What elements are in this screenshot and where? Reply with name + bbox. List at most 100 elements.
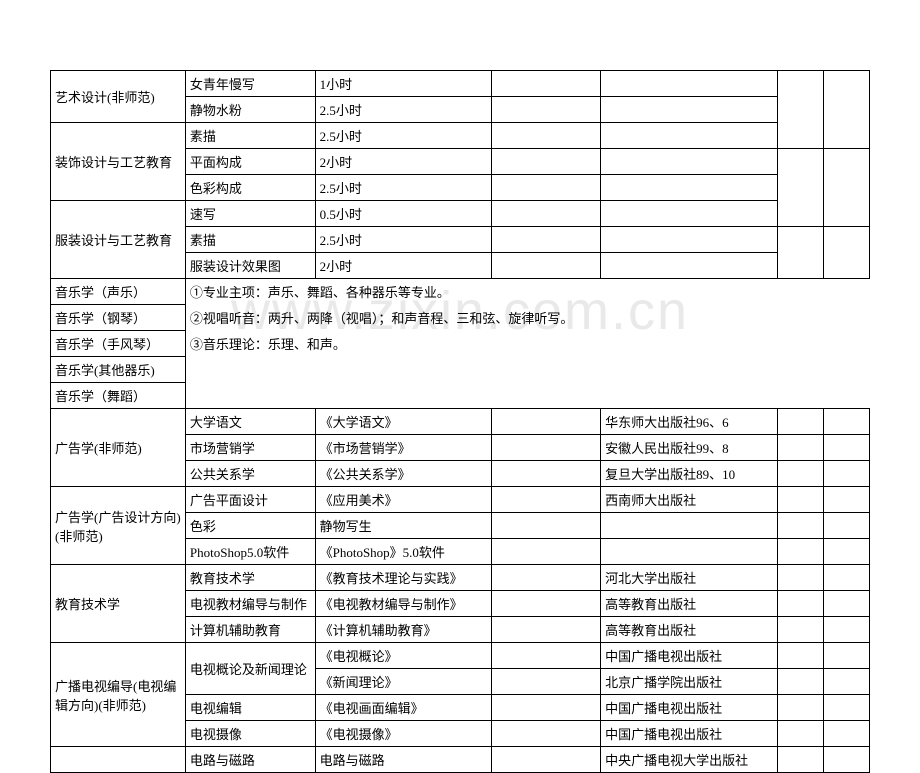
major-cell: 艺术设计(非师范) <box>51 71 186 123</box>
subject-cell: 电视摄像 <box>185 721 315 747</box>
publisher-cell: 安徽人民出版社99、8 <box>601 435 778 461</box>
tail-cell <box>823 695 869 721</box>
publisher-cell: 西南师大出版社 <box>601 487 778 513</box>
detail-cell: 0.5小时 <box>315 201 492 227</box>
publisher-cell <box>601 253 778 279</box>
publisher-cell <box>601 149 778 175</box>
tail-cell <box>777 591 823 617</box>
table-row: 艺术设计(非师范)女青年慢写1小时 <box>51 71 870 97</box>
subject-cell: PhotoShop5.0软件 <box>185 539 315 565</box>
detail-cell: 电路与磁路 <box>315 747 492 773</box>
tail-cell <box>777 721 823 747</box>
page-container: 艺术设计(非师范)女青年慢写1小时静物水粉2.5小时装饰设计与工艺教育素描2.5… <box>0 0 920 773</box>
tail-cell <box>777 435 823 461</box>
major-cell: 音乐学（钢琴） <box>51 305 186 331</box>
note-cell <box>185 357 869 383</box>
tail-cell <box>823 643 869 669</box>
subject-cell: 电视教材编导与制作 <box>185 591 315 617</box>
detail-cell: 《电视教材编导与制作》 <box>315 591 492 617</box>
major-cell: 教育技术学 <box>51 565 186 643</box>
detail-cell: 《教育技术理论与实践》 <box>315 565 492 591</box>
tail-cell <box>777 409 823 435</box>
subject-cell: 速写 <box>185 201 315 227</box>
table-row: 服装设计与工艺教育速写0.5小时 <box>51 201 870 227</box>
table-row: 音乐学(其他器乐) <box>51 357 870 383</box>
tail-cell <box>823 71 869 149</box>
major-cell: 音乐学（声乐） <box>51 279 186 305</box>
col4-cell <box>492 97 601 123</box>
detail-cell: 《电视画面编辑》 <box>315 695 492 721</box>
publisher-cell: 中国广播电视出版社 <box>601 721 778 747</box>
table-row: 音乐学（手风琴）③音乐理论：乐理、和声。 <box>51 331 870 357</box>
detail-cell: 《电视摄像》 <box>315 721 492 747</box>
subject-cell: 静物水粉 <box>185 97 315 123</box>
col4-cell <box>492 149 601 175</box>
subject-cell: 广告平面设计 <box>185 487 315 513</box>
major-cell: 广告学(非师范) <box>51 409 186 487</box>
tail-cell <box>777 149 823 227</box>
publisher-cell: 中央广播电视大学出版社 <box>601 747 778 773</box>
subject-cell: 电路与磁路 <box>185 747 315 773</box>
tail-cell <box>823 565 869 591</box>
col4-cell <box>492 591 601 617</box>
publisher-cell: 复旦大学出版社89、10 <box>601 461 778 487</box>
detail-cell: 《电视概论》 <box>315 643 492 669</box>
major-cell: 音乐学(其他器乐) <box>51 357 186 383</box>
major-cell <box>51 747 186 773</box>
detail-cell: 《市场营销学》 <box>315 435 492 461</box>
detail-cell: 静物写生 <box>315 513 492 539</box>
major-cell: 音乐学（手风琴） <box>51 331 186 357</box>
tail-cell <box>823 435 869 461</box>
publisher-cell <box>601 123 778 149</box>
note-cell: ①专业主项：声乐、舞蹈、各种器乐等专业。 <box>185 279 869 305</box>
subject-cell: 电视概论及新闻理论 <box>185 643 315 695</box>
note-cell: ②视唱听音：两升、两降（视唱）；和声音程、三和弦、旋律听写。 <box>185 305 869 331</box>
col4-cell <box>492 227 601 253</box>
col4-cell <box>492 643 601 669</box>
tail-cell <box>823 227 869 279</box>
col4-cell <box>492 747 601 773</box>
detail-cell: 《应用美术》 <box>315 487 492 513</box>
col4-cell <box>492 669 601 695</box>
tail-cell <box>777 487 823 513</box>
col4-cell <box>492 71 601 97</box>
table-row: 广播电视编导(电视编辑方向)(非师范)电视概论及新闻理论《电视概论》中国广播电视… <box>51 643 870 669</box>
subject-cell: 平面构成 <box>185 149 315 175</box>
tail-cell <box>823 617 869 643</box>
note-cell <box>185 383 869 409</box>
tail-cell <box>777 71 823 149</box>
col4-cell <box>492 539 601 565</box>
detail-cell: 1小时 <box>315 71 492 97</box>
subject-cell: 计算机辅助教育 <box>185 617 315 643</box>
tail-cell <box>823 539 869 565</box>
table-row: 广告学(广告设计方向)(非师范)广告平面设计《应用美术》西南师大出版社 <box>51 487 870 513</box>
tail-cell <box>777 227 823 279</box>
tail-cell <box>777 747 823 773</box>
tail-cell <box>777 643 823 669</box>
tail-cell <box>777 565 823 591</box>
detail-cell: 2.5小时 <box>315 123 492 149</box>
tail-cell <box>823 721 869 747</box>
publisher-cell: 华东师大出版社96、6 <box>601 409 778 435</box>
publisher-cell <box>601 71 778 97</box>
curriculum-table: 艺术设计(非师范)女青年慢写1小时静物水粉2.5小时装饰设计与工艺教育素描2.5… <box>50 70 870 773</box>
col4-cell <box>492 201 601 227</box>
table-row: 音乐学（舞蹈） <box>51 383 870 409</box>
tail-cell <box>823 513 869 539</box>
col4-cell <box>492 721 601 747</box>
col4-cell <box>492 253 601 279</box>
publisher-cell: 高等教育出版社 <box>601 591 778 617</box>
tail-cell <box>823 747 869 773</box>
detail-cell: 2.5小时 <box>315 97 492 123</box>
table-row: 音乐学（声乐）①专业主项：声乐、舞蹈、各种器乐等专业。 <box>51 279 870 305</box>
table-row: 教育技术学教育技术学《教育技术理论与实践》河北大学出版社 <box>51 565 870 591</box>
tail-cell <box>823 461 869 487</box>
tail-cell <box>777 617 823 643</box>
detail-cell: 2小时 <box>315 253 492 279</box>
major-cell: 广播电视编导(电视编辑方向)(非师范) <box>51 643 186 747</box>
subject-cell: 服装设计效果图 <box>185 253 315 279</box>
tail-cell <box>823 669 869 695</box>
col4-cell <box>492 123 601 149</box>
col4-cell <box>492 513 601 539</box>
col4-cell <box>492 695 601 721</box>
